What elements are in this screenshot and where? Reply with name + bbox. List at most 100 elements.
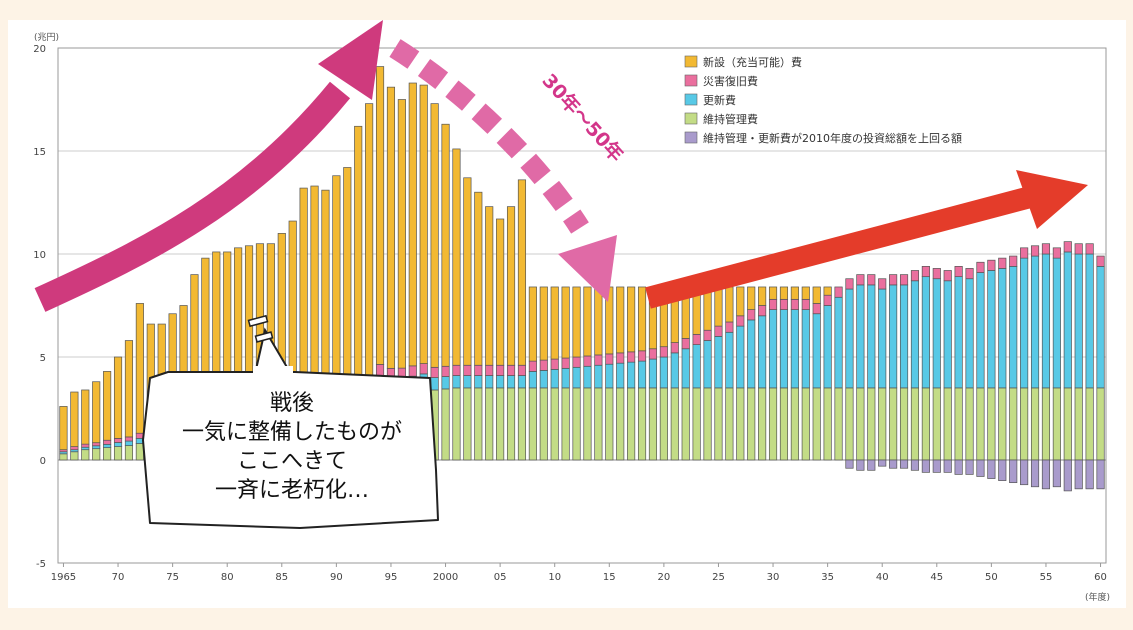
bar-disaster	[889, 274, 898, 286]
bar-renewal	[954, 276, 963, 389]
bar-maintenance	[812, 387, 821, 461]
bar-renewal	[823, 305, 832, 389]
bar-maintenance	[452, 387, 461, 461]
bar-maintenance	[1096, 387, 1105, 461]
bar-new-construction	[299, 187, 308, 393]
y-tick-label: 5	[40, 353, 46, 364]
bar-maintenance	[889, 387, 898, 461]
bar-disaster	[103, 439, 112, 445]
bar-disaster	[452, 364, 461, 376]
y-tick-label: 10	[33, 250, 46, 261]
bar-disaster	[485, 364, 494, 376]
bar-renewal	[528, 371, 537, 389]
bar-renewal	[899, 284, 909, 389]
speech-bubble-line: 一気に整備したものが	[182, 420, 402, 445]
bar-new-construction	[561, 286, 570, 359]
bar-new-construction	[506, 206, 516, 366]
bar-renewal	[103, 443, 112, 448]
bar-renewal	[1052, 257, 1061, 389]
bar-excess	[845, 459, 854, 469]
bar-new-construction	[474, 191, 483, 366]
bar-maintenance	[998, 387, 1007, 461]
x-tick-label: 55	[1040, 572, 1053, 583]
bar-new-construction	[365, 103, 374, 376]
x-tick-label: 15	[603, 572, 616, 583]
bar-disaster	[921, 266, 930, 278]
bar-new-construction	[92, 381, 101, 444]
bar-renewal	[583, 365, 592, 389]
bar-renewal	[659, 356, 668, 389]
bar-new-construction	[343, 167, 352, 382]
bar-renewal	[867, 284, 876, 389]
bar-renewal	[921, 276, 930, 389]
bar-maintenance	[867, 387, 876, 461]
bar-new-construction	[375, 66, 385, 365]
bar-excess	[856, 459, 865, 471]
bar-disaster	[550, 358, 559, 370]
bar-disaster	[81, 443, 90, 448]
x-tick-label: 50	[985, 572, 998, 583]
bar-disaster	[474, 364, 483, 376]
bar-disaster	[779, 298, 789, 310]
bar-excess	[1030, 459, 1040, 488]
bar-renewal	[430, 377, 439, 391]
bar-renewal	[932, 278, 941, 389]
bar-renewal	[998, 268, 1007, 389]
bar-renewal	[496, 375, 505, 389]
bar-renewal	[572, 366, 581, 389]
bar-maintenance	[692, 387, 701, 461]
bar-disaster	[1030, 245, 1040, 257]
bubble-tail-dash	[247, 314, 269, 328]
x-tick-label: 1965	[51, 572, 76, 583]
bar-maintenance	[1074, 387, 1083, 461]
bar-renewal	[801, 309, 810, 389]
bar-disaster	[845, 278, 854, 290]
bar-disaster	[725, 321, 734, 333]
projection-arrow-head	[1016, 170, 1088, 229]
bar-maintenance	[1052, 387, 1061, 461]
bar-renewal	[463, 375, 472, 389]
bar-disaster	[659, 346, 668, 358]
bar-new-construction	[70, 391, 79, 447]
bar-maintenance	[976, 387, 985, 461]
bar-renewal	[987, 270, 996, 389]
speech-bubble-line: 一斉に老朽化…	[215, 478, 369, 503]
bar-maintenance	[823, 387, 832, 461]
bar-disaster	[1009, 255, 1018, 267]
bar-maintenance	[616, 387, 625, 461]
bar-disaster	[648, 348, 658, 360]
legend-label: 新設（充当可能）費	[703, 55, 802, 69]
bar-disaster	[430, 366, 439, 378]
bar-maintenance	[539, 387, 548, 461]
bar-renewal	[845, 288, 854, 389]
bar-new-construction	[736, 286, 745, 317]
x-tick-label: 25	[712, 572, 725, 583]
declining-arrow-head	[558, 235, 617, 302]
bar-new-construction	[430, 103, 439, 368]
bar-disaster	[441, 365, 450, 377]
bar-disaster	[572, 356, 581, 368]
bar-disaster	[539, 359, 548, 371]
bar-maintenance	[1063, 387, 1072, 461]
bar-new-construction	[135, 303, 144, 434]
bar-disaster	[965, 268, 974, 280]
bar-renewal	[1074, 253, 1083, 389]
bar-maintenance	[550, 387, 559, 461]
legend-label: 災害復旧費	[703, 74, 758, 88]
bar-renewal	[452, 375, 461, 389]
bar-disaster	[1096, 255, 1105, 267]
bar-maintenance	[92, 448, 101, 461]
bar-maintenance	[113, 446, 123, 461]
bar-disaster	[932, 268, 941, 280]
bar-maintenance	[779, 387, 789, 461]
bar-maintenance	[921, 387, 930, 461]
bar-renewal	[692, 344, 701, 389]
bar-new-construction	[124, 340, 134, 438]
bar-maintenance	[943, 387, 952, 461]
bar-maintenance	[463, 387, 472, 461]
bar-disaster	[867, 274, 876, 286]
bar-renewal	[627, 361, 636, 389]
bar-disaster	[878, 278, 887, 290]
x-tick-label: 75	[166, 572, 179, 583]
